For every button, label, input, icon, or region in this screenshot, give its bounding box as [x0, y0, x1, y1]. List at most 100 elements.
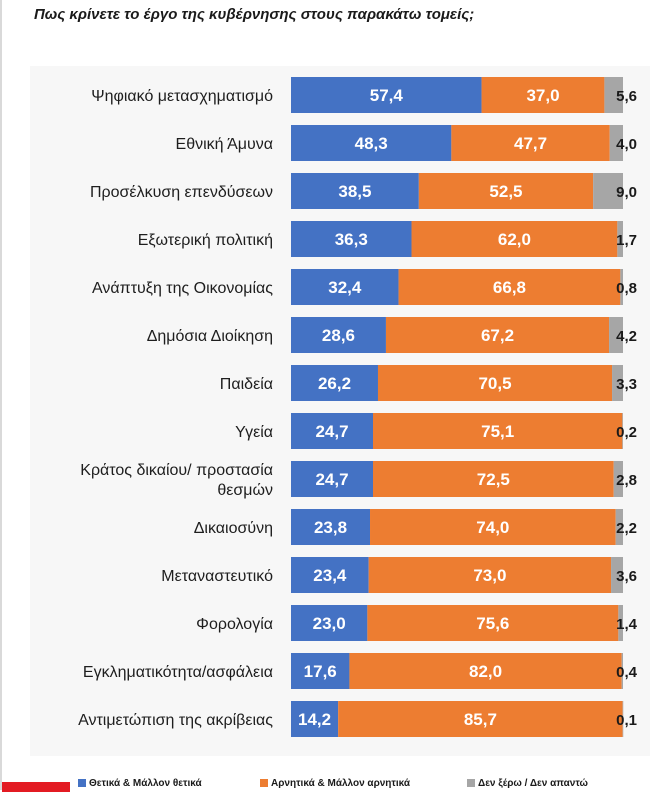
- bar-segment-dontknow: [604, 77, 623, 113]
- bar-segment-positive: [291, 317, 386, 353]
- data-label-negative: 62,0: [498, 230, 531, 249]
- bar-segment-negative: [338, 701, 623, 737]
- bar-segment-negative: [385, 317, 610, 353]
- bar-segment-positive: [291, 221, 412, 257]
- bar-segment-negative: [367, 605, 619, 641]
- data-label-positive: 14,2: [298, 710, 331, 729]
- data-label-positive: 26,2: [318, 374, 351, 393]
- bar-segment-dontknow: [615, 509, 623, 545]
- legend-item-negative: Αρνητικά & Μάλλον αρνητικά: [260, 778, 410, 789]
- category-label: Προσέλκυση επενδύσεων: [90, 184, 273, 201]
- bar-segment-dontknow: [621, 653, 623, 689]
- legend: Θετικά & Μάλλον θετικά Αρνητικά & Μάλλον…: [60, 775, 660, 790]
- category-label: Εξωτερική πολιτική: [138, 232, 273, 249]
- legend-swatch-positive: [78, 779, 86, 788]
- data-label-dontknow: 0,8: [616, 280, 637, 297]
- category-label: Ψηφιακό μετασχηματισμό: [91, 88, 273, 105]
- data-label-positive: 32,4: [328, 278, 362, 297]
- bar-segment-negative: [398, 269, 621, 305]
- bar-segment-negative: [349, 653, 622, 689]
- data-label-negative: 74,0: [476, 518, 509, 537]
- data-label-negative: 82,0: [469, 662, 502, 681]
- bar-segment-negative: [377, 365, 613, 401]
- bar-segment-dontknow: [622, 701, 624, 737]
- legend-swatch-dontknow: [467, 779, 475, 788]
- category-label: Δημόσια Διοίκηση: [147, 328, 273, 345]
- category-label: Εγκληματικότητα/ασφάλεια: [83, 664, 273, 681]
- bar-segment-dontknow: [611, 557, 623, 593]
- data-label-positive: 36,3: [335, 230, 368, 249]
- data-label-dontknow: 1,7: [616, 232, 637, 249]
- bar-segment-dontknow: [609, 317, 623, 353]
- category-label: Δικαιοσύνη: [194, 520, 273, 537]
- data-label-dontknow: 9,0: [616, 184, 637, 201]
- bar-segment-dontknow: [609, 125, 623, 161]
- data-label-dontknow: 0,2: [616, 424, 637, 441]
- category-label-line: θεσμών: [217, 482, 273, 499]
- bar-segment-positive: [291, 461, 374, 497]
- data-label-negative: 66,8: [493, 278, 526, 297]
- data-label-negative: 85,7: [464, 710, 497, 729]
- category-label: Μεταναστευτικό: [161, 568, 273, 585]
- legend-label-dontknow: Δεν ξέρω / Δεν απαντώ: [478, 778, 588, 789]
- bar-segment-dontknow: [593, 173, 623, 209]
- bar-segment-negative: [373, 461, 614, 497]
- bar-segment-negative: [411, 221, 618, 257]
- data-label-positive: 48,3: [355, 134, 388, 153]
- bar-segment-positive: [291, 125, 452, 161]
- bar-segment-dontknow: [620, 269, 623, 305]
- bar-segment-dontknow: [617, 221, 623, 257]
- bar-segment-positive: [291, 413, 374, 449]
- category-label: Κράτος δικαίου/ προστασία θεσμών: [80, 462, 273, 499]
- bar-segment-positive: [291, 269, 399, 305]
- bar-segment-positive: [291, 653, 350, 689]
- data-label-negative: 37,0: [526, 86, 559, 105]
- left-border: [0, 0, 2, 790]
- data-label-negative: 75,1: [481, 422, 514, 441]
- category-label: Εθνική Άμυνα: [176, 136, 273, 153]
- data-label-dontknow: 2,8: [616, 472, 637, 489]
- bar-segment-negative: [373, 413, 623, 449]
- legend-item-positive: Θετικά & Μάλλον θετικά: [78, 778, 202, 789]
- data-label-dontknow: 4,2: [616, 328, 637, 345]
- bar-segment-negative: [370, 509, 616, 545]
- category-label: Παιδεία: [220, 376, 273, 393]
- bar-segment-negative: [418, 173, 594, 209]
- data-label-dontknow: 3,6: [616, 568, 637, 585]
- data-label-dontknow: 3,3: [616, 376, 637, 393]
- category-label: Υγεία: [235, 424, 273, 441]
- bar-segment-positive: [291, 509, 371, 545]
- legend-label-negative: Αρνητικά & Μάλλον αρνητικά: [271, 778, 411, 789]
- data-label-positive: 23,0: [313, 614, 346, 633]
- data-label-positive: 17,6: [304, 662, 337, 681]
- data-label-dontknow: 0,1: [616, 712, 637, 729]
- data-label-negative: 73,0: [473, 566, 506, 585]
- bar-segment-negative: [451, 125, 610, 161]
- data-label-positive: 24,7: [315, 422, 348, 441]
- category-label: Ανάπτυξη της Οικονομίας: [92, 280, 273, 297]
- bar-segment-dontknow: [622, 413, 623, 449]
- data-label-negative: 72,5: [477, 470, 510, 489]
- bar-segment-dontknow: [612, 365, 623, 401]
- bar-segment-negative: [481, 77, 605, 113]
- bar-segment-positive: [291, 173, 419, 209]
- stacked-bar-chart: Ψηφιακό μετασχηματισμό 57,4 37,0 5,6 Εθνική …: [78, 77, 638, 737]
- chart-area: Ψηφιακό μετασχηματισμό 57,4 37,0 5,6 Εθνική …: [30, 66, 650, 756]
- chart-title: Πως κρίνετε το έργο της κυβέρνησης στους…: [34, 6, 475, 23]
- bar-segment-positive: [291, 77, 482, 113]
- data-label-negative: 75,6: [476, 614, 509, 633]
- category-label: Αντιμετώπιση της ακρίβειας: [78, 712, 273, 729]
- bar-segment-positive: [291, 701, 339, 737]
- legend-item-dontknow: Δεν ξέρω / Δεν απαντώ: [467, 778, 588, 789]
- bar-segment-negative: [368, 557, 612, 593]
- data-label-positive: 38,5: [338, 182, 371, 201]
- data-label-positive: 24,7: [315, 470, 348, 489]
- category-label: Φορολογία: [196, 616, 273, 633]
- data-label-dontknow: 5,6: [616, 88, 637, 105]
- data-label-positive: 23,4: [313, 566, 347, 585]
- bar-segment-positive: [291, 365, 378, 401]
- legend-swatch-negative: [260, 779, 268, 788]
- bar-segment-dontknow: [618, 605, 623, 641]
- bar-segment-positive: [291, 557, 369, 593]
- data-label-dontknow: 4,0: [616, 136, 637, 153]
